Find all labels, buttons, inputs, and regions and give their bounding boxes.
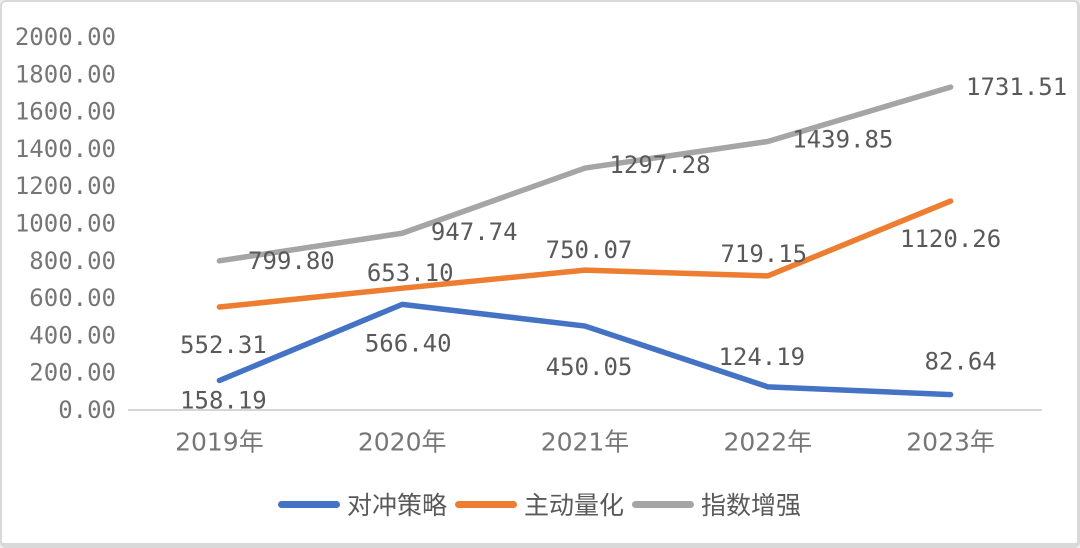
x-axis-label: 2021年 — [541, 428, 630, 457]
x-axis-label: 2022年 — [723, 428, 812, 457]
y-axis-tick-label: 1000.00 — [15, 210, 116, 238]
legend-item-active-quant: 主动量化 — [454, 486, 624, 522]
series-line-0 — [216, 301, 954, 398]
data-label-series-1: 750.07 — [546, 236, 633, 264]
y-axis-tick-label: 2000.00 — [15, 23, 116, 51]
series-line-2 — [216, 84, 954, 264]
data-label-series-1: 552.31 — [180, 331, 267, 359]
y-axis-tick-label: 400.00 — [29, 321, 116, 349]
data-label-series-1: 1120.26 — [900, 225, 1001, 253]
y-axis-tick-label: 1600.00 — [15, 98, 116, 126]
data-label-series-2: 1439.85 — [792, 125, 893, 153]
legend-swatch-hedge-strategy — [277, 500, 340, 508]
data-label-series-0: 82.64 — [924, 348, 996, 376]
legend-label-active-quant: 主动量化 — [523, 491, 624, 520]
y-axis-tick-label: 0.00 — [58, 396, 116, 424]
legend-label-index-enhanced: 指数增强 — [701, 491, 802, 520]
data-label-series-2: 799.80 — [248, 247, 335, 275]
y-axis-tick-label: 1800.00 — [15, 60, 116, 88]
line-chart: 0.00 200.00 400.00 600.00 800.00 1000.00 1200.… — [15, 23, 1067, 457]
y-axis-tick-label: 600.00 — [29, 284, 116, 312]
legend-swatch-active-quant — [454, 500, 517, 508]
legend-item-hedge-strategy: 对冲策略 — [277, 486, 447, 522]
data-label-series-2: 1731.51 — [966, 73, 1067, 101]
y-axis-tick-label: 200.00 — [29, 359, 116, 387]
data-label-series-0: 450.05 — [546, 353, 633, 381]
y-axis-tick-label: 1200.00 — [15, 172, 116, 200]
data-label-series-2: 947.74 — [431, 218, 518, 246]
data-label-series-2: 1297.28 — [609, 151, 710, 179]
data-label-series-0: 124.19 — [718, 343, 805, 371]
y-axis-tick-label: 1400.00 — [15, 135, 116, 163]
chart-legend: 对冲策略 主动量化 指数增强 — [2, 486, 1077, 522]
legend-swatch-index-enhanced — [632, 500, 694, 508]
data-label-series-1: 719.15 — [720, 240, 807, 268]
y-axis-tick-label: 800.00 — [29, 247, 116, 275]
series-line-1 — [216, 198, 954, 310]
legend-label-hedge-strategy: 对冲策略 — [346, 491, 447, 520]
legend-item-index-enhanced: 指数增强 — [632, 486, 801, 522]
data-label-series-1: 653.10 — [367, 259, 454, 287]
data-label-series-0: 566.40 — [365, 329, 452, 357]
x-axis-label: 2023年 — [906, 428, 995, 457]
x-axis-label: 2020年 — [358, 428, 447, 457]
data-label-series-0: 158.19 — [180, 386, 267, 414]
x-axis-label: 2019年 — [175, 428, 264, 457]
